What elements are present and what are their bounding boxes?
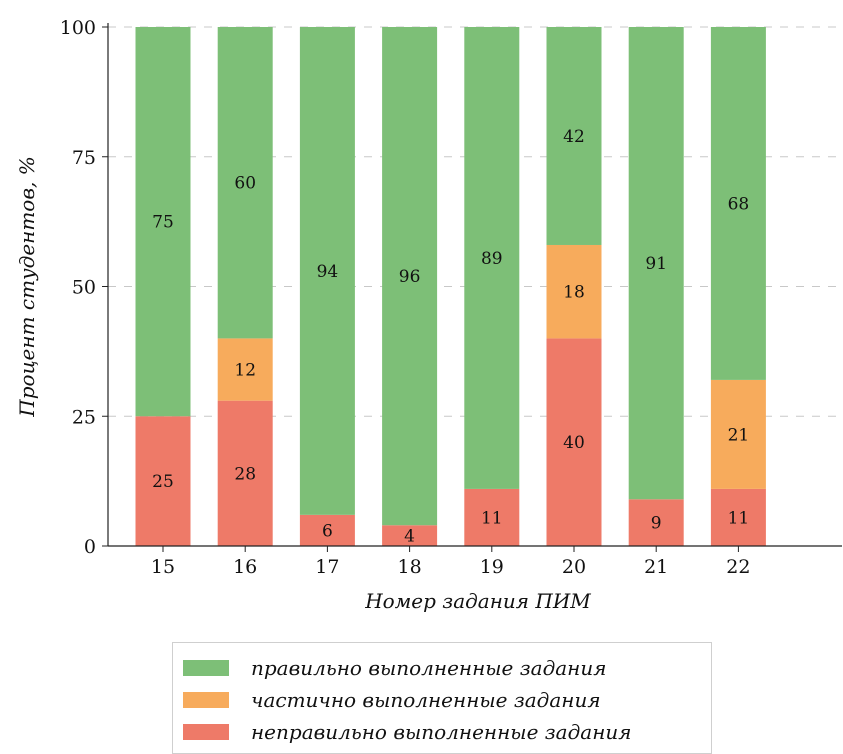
data-label: 12 <box>234 361 256 381</box>
bar-segment-incorrect <box>135 416 191 546</box>
y-tick-label: 25 <box>72 406 96 428</box>
bar-segment-incorrect <box>217 400 273 546</box>
legend-swatch-incorrect <box>183 724 229 740</box>
x-tick-label: 15 <box>151 556 175 578</box>
y-tick-label: 100 <box>60 17 96 39</box>
bar-segment-correct <box>217 27 273 339</box>
data-label: 42 <box>563 127 585 147</box>
bar-segment-correct <box>299 27 355 515</box>
bar-segment-incorrect <box>299 514 355 546</box>
x-tick-label: 16 <box>233 556 257 578</box>
data-label: 6 <box>322 521 333 541</box>
legend-item-correct: правильно выполненные задания <box>183 653 606 683</box>
x-tick-label: 19 <box>480 556 504 578</box>
data-label: 75 <box>152 213 174 233</box>
x-tick-label: 21 <box>644 556 668 578</box>
data-label: 40 <box>563 433 585 453</box>
legend-swatch-correct <box>183 660 229 676</box>
data-label: 11 <box>481 508 503 528</box>
x-tick-label: 18 <box>398 556 422 578</box>
bar-segment-partial <box>217 338 273 401</box>
bar-segment-incorrect <box>546 338 602 546</box>
data-label: 96 <box>399 267 421 287</box>
data-label: 4 <box>404 527 415 547</box>
data-label: 91 <box>645 254 667 274</box>
y-tick-label: 0 <box>84 536 96 558</box>
legend-item-incorrect: неправильно выполненные задания <box>183 717 632 747</box>
bar-segment-correct <box>464 27 520 489</box>
x-axis-title: Номер задания ПИМ <box>364 589 591 613</box>
legend-item-partial: частично выполненные задания <box>183 685 601 715</box>
data-label: 21 <box>728 425 750 445</box>
y-axis-title: Процент студентов, % <box>15 156 39 417</box>
legend-swatch-partial <box>183 692 229 708</box>
y-tick-label: 50 <box>72 277 96 299</box>
data-label: 18 <box>563 283 585 303</box>
data-label: 94 <box>317 262 339 282</box>
x-tick-label: 20 <box>562 556 586 578</box>
bar-segment-incorrect <box>628 499 684 546</box>
bar-segment-correct <box>628 27 684 500</box>
y-tick-label: 75 <box>72 147 96 169</box>
bar-segment-correct <box>710 27 766 380</box>
data-label: 60 <box>234 174 256 194</box>
data-label: 11 <box>728 508 750 528</box>
bar-segment-incorrect <box>710 488 766 546</box>
chart-legend: правильно выполненные задания частично в… <box>172 642 712 754</box>
legend-label-incorrect: неправильно выполненные задания <box>251 720 632 744</box>
bar-segment-partial <box>546 244 602 339</box>
data-label: 89 <box>481 249 503 269</box>
bar-segment-incorrect <box>464 488 520 546</box>
bar-segment-partial <box>710 379 766 489</box>
bar-segment-incorrect <box>382 525 438 546</box>
chart-plot-svg: 0255075100257515281260166941749618118919… <box>15 17 842 613</box>
data-label: 28 <box>234 464 256 484</box>
legend-label-partial: частично выполненные задания <box>251 688 601 712</box>
bar-segment-correct <box>382 27 438 526</box>
x-tick-label: 17 <box>315 556 339 578</box>
bar-segment-correct <box>546 27 602 245</box>
data-label: 68 <box>728 194 750 214</box>
legend-label-correct: правильно выполненные задания <box>251 656 607 680</box>
bar-segment-correct <box>135 27 191 417</box>
data-label: 9 <box>651 514 662 534</box>
x-tick-label: 22 <box>726 556 750 578</box>
data-label: 25 <box>152 472 174 492</box>
